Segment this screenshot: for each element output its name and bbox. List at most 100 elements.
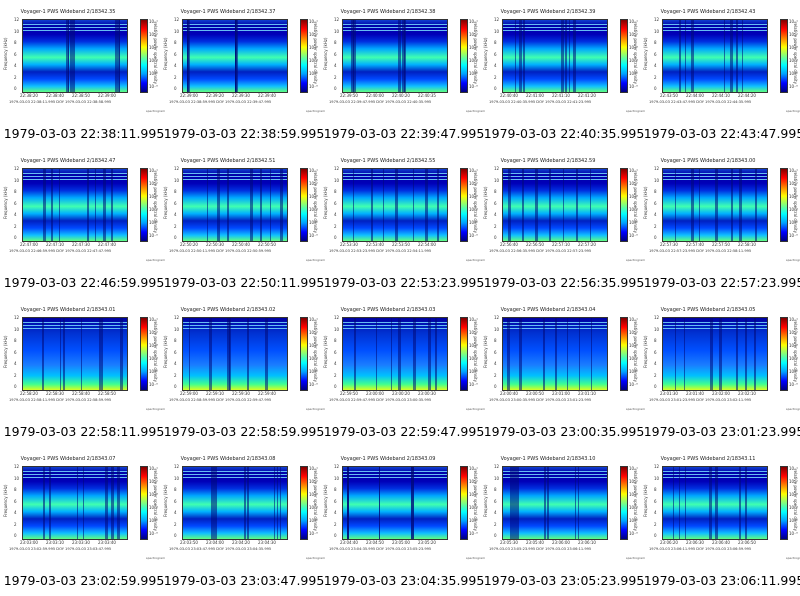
- thumbnail-caption[interactable]: 1979-03-03 22:56:35.995: [483, 275, 645, 290]
- emission-band: [503, 179, 607, 180]
- spectrogram-thumbnail[interactable]: Voyager-1 PWS Wideband 2/18343.10 Frequen…: [480, 447, 645, 569]
- colorbar-tick-label: 10⁻²: [309, 32, 318, 37]
- thumbnail-cell[interactable]: Voyager-1 PWS Wideband 2/18342.59 Frequen…: [480, 149, 645, 298]
- thumbnail-cell[interactable]: Voyager-1 PWS Wideband 2/18342.37 Frequen…: [160, 0, 325, 149]
- data-gap-stripe: [227, 318, 230, 390]
- corner-label: spectrogram: [626, 407, 646, 411]
- thumbnail-caption[interactable]: 1979-03-03 22:50:11.995: [163, 275, 325, 290]
- thumbnail-caption[interactable]: 1979-03-03 23:04:35.995: [323, 573, 485, 588]
- colorbar-tick-label: 10⁻⁶: [149, 233, 158, 238]
- thumbnail-cell[interactable]: Voyager-1 PWS Wideband 2/18342.47 Frequen…: [0, 149, 165, 298]
- thumbnail-cell[interactable]: Voyager-1 PWS Wideband 2/18342.39 Frequen…: [480, 0, 645, 149]
- y-axis-label: Frequency (kHz): [323, 335, 328, 368]
- spectrogram-thumbnail[interactable]: Voyager-1 PWS Wideband 2/18343.02 Frequen…: [160, 298, 325, 420]
- thumbnail-caption[interactable]: 1979-03-03 22:59:47.995: [323, 424, 485, 439]
- thumbnail-cell[interactable]: Voyager-1 PWS Wideband 2/18343.08 Frequen…: [160, 447, 325, 596]
- colorbar-tick-label: 10⁻³: [629, 343, 638, 348]
- thumbnail-caption[interactable]: 1979-03-03 23:00:35.995: [483, 424, 645, 439]
- thumbnail-cell[interactable]: Voyager-1 PWS Wideband 2/18343.01 Frequen…: [0, 298, 165, 447]
- spectrogram-thumbnail[interactable]: Voyager-1 PWS Wideband 2/18343.09 Frequen…: [320, 447, 485, 569]
- y-tick-label: 0: [654, 533, 657, 538]
- data-gap-stripe: [280, 467, 281, 539]
- thumbnail-caption[interactable]: 1979-03-03 22:53:23.995: [323, 275, 485, 290]
- thumbnail-caption[interactable]: 1979-03-03 22:39:47.995: [323, 126, 485, 141]
- spectrogram-thumbnail[interactable]: Voyager-1 PWS Wideband 2/18343.07 Frequen…: [0, 447, 165, 569]
- thumbnail-cell[interactable]: Voyager-1 PWS Wideband 2/18343.11 Frequen…: [640, 447, 800, 596]
- colorbar: [780, 19, 788, 93]
- spectrogram-plot: [182, 168, 288, 242]
- plot-title: Voyager-1 PWS Wideband 2/18343.10: [500, 456, 596, 462]
- thumbnail-cell[interactable]: Voyager-1 PWS Wideband 2/18343.04 Frequen…: [480, 298, 645, 447]
- thumbnail-caption[interactable]: 1979-03-03 22:38:59.995: [163, 126, 325, 141]
- thumbnail-caption[interactable]: 1979-03-03 22:40:35.995: [483, 126, 645, 141]
- spectrogram-thumbnail[interactable]: Voyager-1 PWS Wideband 2/18342.38 Frequen…: [320, 0, 485, 122]
- data-gap-stripe: [435, 318, 437, 390]
- thumbnail-cell[interactable]: Voyager-1 PWS Wideband 2/18343.00 Frequen…: [640, 149, 800, 298]
- thumbnail-cell[interactable]: Voyager-1 PWS Wideband 2/18343.09 Frequen…: [320, 447, 485, 596]
- thumbnail-caption[interactable]: 1979-03-03 22:46:59.995: [3, 275, 165, 290]
- data-gap-stripe: [59, 169, 60, 241]
- data-gap-stripe: [217, 169, 220, 241]
- spectrogram-thumbnail[interactable]: Voyager-1 PWS Wideband 2/18343.04 Frequen…: [480, 298, 645, 420]
- thumbnail-caption[interactable]: 1979-03-03 22:58:59.995: [163, 424, 325, 439]
- thumbnail-caption[interactable]: 1979-03-03 23:01:23.995: [643, 424, 800, 439]
- spectrogram-thumbnail[interactable]: Voyager-1 PWS Wideband 2/18342.51 Frequen…: [160, 149, 325, 271]
- colorbar-tick-label: 10⁻⁴: [629, 505, 638, 510]
- spectrogram-thumbnail[interactable]: Voyager-1 PWS Wideband 2/18342.55 Frequen…: [320, 149, 485, 271]
- colorbar-tick-label: 10⁻¹: [309, 466, 318, 471]
- y-tick-label: 2: [334, 74, 337, 80]
- x-tick-label: 22:39:30: [232, 93, 250, 98]
- thumbnail-cell[interactable]: Voyager-1 PWS Wideband 2/18343.03 Frequen…: [320, 298, 485, 447]
- spectrogram-thumbnail[interactable]: Voyager-1 PWS Wideband 2/18343.01 Frequen…: [0, 298, 165, 420]
- x-tick-label: 23:04:20: [232, 540, 250, 545]
- spectrogram-thumbnail[interactable]: Voyager-1 PWS Wideband 2/18342.39 Frequen…: [480, 0, 645, 122]
- thumbnail-cell[interactable]: Voyager-1 PWS Wideband 2/18343.07 Frequen…: [0, 447, 165, 596]
- colorbar-tick-label: 10⁻⁶: [149, 382, 158, 387]
- spectrogram-thumbnail[interactable]: Voyager-1 PWS Wideband 2/18342.47 Frequen…: [0, 149, 165, 271]
- colorbar-tick-label: 10⁻¹: [469, 317, 478, 322]
- corner-label: spectrogram: [466, 258, 486, 262]
- colorbar-tick-label: 10⁻³: [789, 45, 798, 50]
- y-tick-label: 2: [654, 521, 657, 527]
- spectrogram-thumbnail[interactable]: Voyager-1 PWS Wideband 2/18342.59 Frequen…: [480, 149, 645, 271]
- thumbnail-cell[interactable]: Voyager-1 PWS Wideband 2/18342.38 Frequen…: [320, 0, 485, 149]
- thumbnail-caption[interactable]: 1979-03-03 23:06:11.995: [643, 573, 800, 588]
- spectrogram-thumbnail[interactable]: Voyager-1 PWS Wideband 2/18343.05 Frequen…: [640, 298, 800, 420]
- x-tick-label: 22:50:20: [180, 242, 198, 247]
- y-tick-label: 0: [14, 86, 17, 91]
- thumbnail-cell[interactable]: Voyager-1 PWS Wideband 2/18342.43 Frequen…: [640, 0, 800, 149]
- x-tick-label: 22:59:40: [258, 391, 276, 396]
- spectrogram-thumbnail[interactable]: Voyager-1 PWS Wideband 2/18342.35 Frequen…: [0, 0, 165, 122]
- emission-band: [343, 24, 447, 25]
- thumbnail-cell[interactable]: Voyager-1 PWS Wideband 2/18342.51 Frequen…: [160, 149, 325, 298]
- spectrogram-thumbnail[interactable]: Voyager-1 PWS Wideband 2/18342.37 Frequen…: [160, 0, 325, 122]
- thumbnail-caption[interactable]: 1979-03-03 22:38:11.995: [3, 126, 165, 141]
- y-tick-label: 0: [494, 86, 497, 91]
- thumbnail-caption[interactable]: 1979-03-03 23:05:23.995: [483, 573, 645, 588]
- thumbnail-cell[interactable]: Voyager-1 PWS Wideband 2/18343.05 Frequen…: [640, 298, 800, 447]
- thumbnail-caption[interactable]: 1979-03-03 22:57:23.995: [643, 275, 800, 290]
- thumbnail-caption[interactable]: 1979-03-03 23:02:59.995: [3, 573, 165, 588]
- x-tick-label: 22:43:50: [660, 93, 678, 98]
- spectrogram-thumbnail[interactable]: Voyager-1 PWS Wideband 2/18343.03 Frequen…: [320, 298, 485, 420]
- spectrogram-thumbnail[interactable]: Voyager-1 PWS Wideband 2/18343.08 Frequen…: [160, 447, 325, 569]
- thumbnail-cell[interactable]: Voyager-1 PWS Wideband 2/18342.35 Frequen…: [0, 0, 165, 149]
- thumbnail-cell[interactable]: Voyager-1 PWS Wideband 2/18343.10 Frequen…: [480, 447, 645, 596]
- thumbnail-cell[interactable]: Voyager-1 PWS Wideband 2/18342.55 Frequen…: [320, 149, 485, 298]
- y-tick-label: 4: [174, 510, 177, 515]
- y-axis-label: Frequency (kHz): [483, 484, 488, 517]
- spectrogram-thumbnail[interactable]: Voyager-1 PWS Wideband 2/18343.00 Frequen…: [640, 149, 800, 271]
- thumbnail-caption[interactable]: 1979-03-03 23:03:47.995: [163, 573, 325, 588]
- plot-title: Voyager-1 PWS Wideband 2/18343.03: [340, 307, 436, 313]
- y-tick-label: 12: [654, 315, 660, 320]
- plot-title: Voyager-1 PWS Wideband 2/18343.11: [660, 456, 756, 462]
- thumbnail-caption[interactable]: 1979-03-03 22:43:47.995: [643, 126, 800, 141]
- time-range-footer: 1979-03-03 23:01:23.995 DOY 1979-03-03 2…: [649, 398, 752, 402]
- thumbnail-caption[interactable]: 1979-03-03 22:58:11.995: [3, 424, 165, 439]
- x-tick-label: 22:39:00: [98, 93, 116, 98]
- spectrogram-thumbnail[interactable]: Voyager-1 PWS Wideband 2/18342.43 Frequen…: [640, 0, 800, 122]
- colorbar-tick-label: 10⁻³: [149, 194, 158, 199]
- spectrogram-thumbnail[interactable]: Voyager-1 PWS Wideband 2/18343.11 Frequen…: [640, 447, 800, 569]
- x-tick-label: 23:03:00: [20, 540, 38, 545]
- thumbnail-cell[interactable]: Voyager-1 PWS Wideband 2/18343.02 Frequen…: [160, 298, 325, 447]
